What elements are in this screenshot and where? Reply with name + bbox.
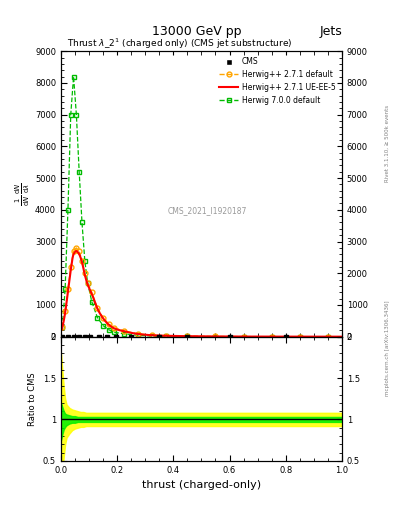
Herwig++ 2.7.1 default [122,328,127,334]
Herwig++ 2.7.1 default [185,333,190,339]
Text: Thrust $\lambda\_2^1$ (charged only) (CMS jet substructure): Thrust $\lambda\_2^1$ (charged only) (CM… [66,37,292,51]
Line: Herwig++ 2.7.1 default: Herwig++ 2.7.1 default [60,245,330,339]
Herwig++ 2.7.1 default [112,325,117,331]
Herwig++ 2.7.1 UE-EE-5 [195,333,199,339]
Herwig 7.0.0 default [90,298,94,305]
Herwig++ 2.7.1 default [325,334,330,340]
CMS [71,334,76,340]
Herwig 7.0.0 default [325,334,330,340]
Herwig++ 2.7.1 UE-EE-5 [290,334,294,340]
Herwig++ 2.7.1 default [269,333,274,339]
Herwig++ 2.7.1 UE-EE-5 [74,248,79,254]
Herwig 7.0.0 default [95,314,100,321]
Herwig 7.0.0 default [298,334,302,340]
Herwig 7.0.0 default [77,168,81,175]
Herwig++ 2.7.1 default [71,248,76,254]
Herwig 7.0.0 default [60,324,65,330]
Text: CMS_2021_I1920187: CMS_2021_I1920187 [167,206,247,216]
Text: Rivet 3.1.10, ≥ 500k events: Rivet 3.1.10, ≥ 500k events [385,105,390,182]
CMS [185,334,190,340]
Herwig++ 2.7.1 default [241,333,246,339]
Herwig++ 2.7.1 default [74,245,79,251]
Herwig++ 2.7.1 default [63,308,68,314]
CMS [105,334,110,340]
CMS [227,334,232,340]
Herwig++ 2.7.1 UE-EE-5 [340,334,344,340]
Herwig 7.0.0 default [269,334,274,340]
Herwig 7.0.0 default [136,332,141,338]
Herwig++ 2.7.1 default [298,334,302,340]
Herwig++ 2.7.1 default [60,324,65,330]
Herwig 7.0.0 default [80,220,84,226]
Herwig++ 2.7.1 default [101,314,105,321]
Herwig 7.0.0 default [112,329,117,335]
Herwig++ 2.7.1 default [95,305,100,311]
Herwig 7.0.0 default [71,74,76,80]
Legend: CMS, Herwig++ 2.7.1 default, Herwig++ 2.7.1 UE-EE-5, Herwig 7.0.0 default: CMS, Herwig++ 2.7.1 default, Herwig++ 2.… [217,55,338,107]
Herwig 7.0.0 default [241,333,246,339]
Herwig++ 2.7.1 default [80,258,84,264]
Herwig 7.0.0 default [66,207,70,213]
Herwig++ 2.7.1 default [77,248,81,254]
CMS [60,334,65,340]
Line: CMS: CMS [60,335,288,339]
Herwig 7.0.0 default [213,333,218,339]
Herwig++ 2.7.1 default [66,286,70,292]
Text: 13000 GeV pp: 13000 GeV pp [152,26,241,38]
Line: Herwig++ 2.7.1 UE-EE-5: Herwig++ 2.7.1 UE-EE-5 [61,251,342,337]
Herwig++ 2.7.1 default [213,333,218,339]
Herwig++ 2.7.1 UE-EE-5 [59,327,64,333]
Herwig++ 2.7.1 default [164,333,169,339]
Text: mcplots.cern.ch [arXiv:1306.3436]: mcplots.cern.ch [arXiv:1306.3436] [385,301,390,396]
Herwig 7.0.0 default [85,280,90,286]
Herwig++ 2.7.1 UE-EE-5 [226,333,231,339]
CMS [88,334,93,340]
CMS [83,334,87,340]
Herwig++ 2.7.1 default [90,289,94,295]
Y-axis label: Ratio to CMS: Ratio to CMS [28,372,37,425]
Y-axis label: $\frac{1}{\mathrm{d}N}\,\frac{\mathrm{d}N}{\mathrm{d}\lambda}$: $\frac{1}{\mathrm{d}N}\,\frac{\mathrm{d}… [14,182,32,206]
Herwig 7.0.0 default [63,286,68,292]
CMS [66,334,70,340]
Herwig 7.0.0 default [74,112,79,118]
CMS [283,334,288,340]
Herwig++ 2.7.1 default [68,264,73,270]
Herwig++ 2.7.1 default [83,270,87,276]
CMS [113,334,118,340]
Herwig++ 2.7.1 default [136,331,141,337]
Herwig 7.0.0 default [122,331,127,337]
CMS [157,334,162,340]
Herwig 7.0.0 default [150,333,154,339]
Herwig 7.0.0 default [107,327,111,333]
Herwig 7.0.0 default [83,258,87,264]
Herwig++ 2.7.1 UE-EE-5 [193,333,197,339]
Text: Jets: Jets [319,26,342,38]
Herwig 7.0.0 default [101,323,105,329]
CMS [129,334,134,340]
Herwig 7.0.0 default [164,333,169,339]
Herwig++ 2.7.1 default [150,332,154,338]
X-axis label: thrust (charged-only): thrust (charged-only) [142,480,261,490]
Herwig 7.0.0 default [185,333,190,339]
Herwig++ 2.7.1 UE-EE-5 [333,334,338,340]
Line: Herwig 7.0.0 default: Herwig 7.0.0 default [60,74,330,339]
Herwig++ 2.7.1 default [107,321,111,327]
CMS [77,334,81,340]
CMS [97,334,101,340]
Herwig++ 2.7.1 default [85,280,90,286]
Herwig++ 2.7.1 UE-EE-5 [211,333,216,339]
Herwig 7.0.0 default [68,112,73,118]
